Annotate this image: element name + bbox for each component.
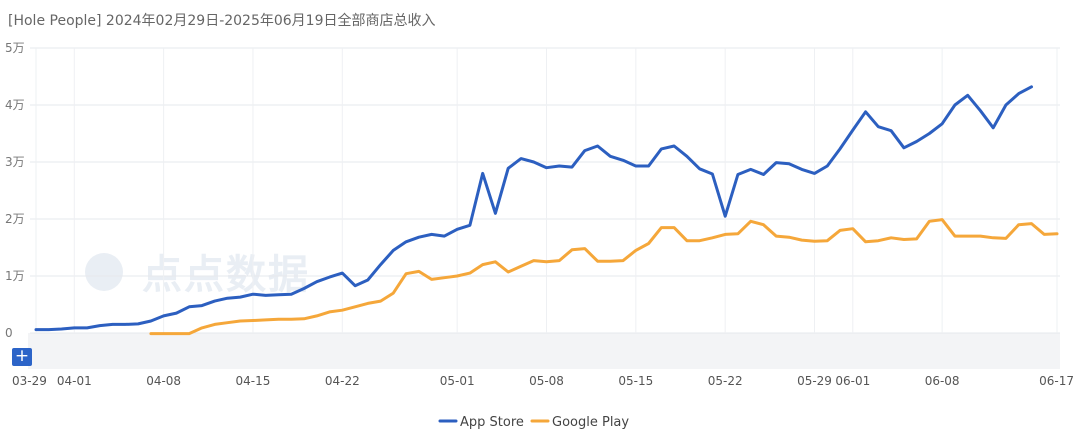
y-tick-label: 2万 [5, 212, 25, 226]
range-selector-band[interactable] [28, 333, 1060, 369]
legend: App Store Google Play [438, 415, 629, 430]
chart-title: [Hole People] 2024年02月29日-2025年06月19日全部商… [8, 13, 436, 29]
series-lines [34, 85, 1059, 336]
x-tick-label: 05-08 [529, 374, 564, 388]
y-tick-label: 1万 [5, 269, 25, 283]
x-tick-label: 05-15 [618, 374, 653, 388]
x-tick-label: 03-29 [12, 374, 47, 388]
y-axis: 0 1万 2万 3万 4万 5万 [5, 41, 25, 340]
x-tick-label: 05-22 [708, 374, 743, 388]
x-axis: 03-29 04-01 04-08 04-15 04-22 05-01 05-08 05-15… [12, 374, 1074, 388]
legend-item-google-play[interactable]: Google Play [530, 415, 629, 430]
watermark-logo: 点点数据 [85, 252, 310, 298]
x-tick-label: 06-08 [925, 374, 960, 388]
y-tick-label: 5万 [5, 41, 25, 55]
legend-label-google-play: Google Play [552, 415, 629, 430]
series-line-google-play [149, 218, 1059, 336]
x-tick-label: 04-22 [325, 374, 360, 388]
series-line-app-store [34, 85, 1033, 332]
y-tick-label: 3万 [5, 155, 25, 169]
x-tick-label: 04-15 [236, 374, 271, 388]
x-tick-label: 04-01 [57, 374, 92, 388]
y-tick-label: 4万 [5, 98, 25, 112]
grid-lines [30, 47, 1060, 334]
expand-button[interactable]: + [12, 348, 32, 366]
watermark-text: 点点数据 [142, 252, 310, 298]
x-tick-label: 04-08 [146, 374, 181, 388]
legend-label-app-store: App Store [460, 415, 524, 430]
y-tick-label: 0 [5, 326, 13, 340]
x-tick-label: 05-01 [440, 374, 475, 388]
x-tick-label: 05-29 [797, 374, 832, 388]
legend-item-app-store[interactable]: App Store [438, 415, 524, 430]
x-tick-label: 06-01 [835, 374, 870, 388]
x-tick-label: 06-17 [1039, 374, 1074, 388]
